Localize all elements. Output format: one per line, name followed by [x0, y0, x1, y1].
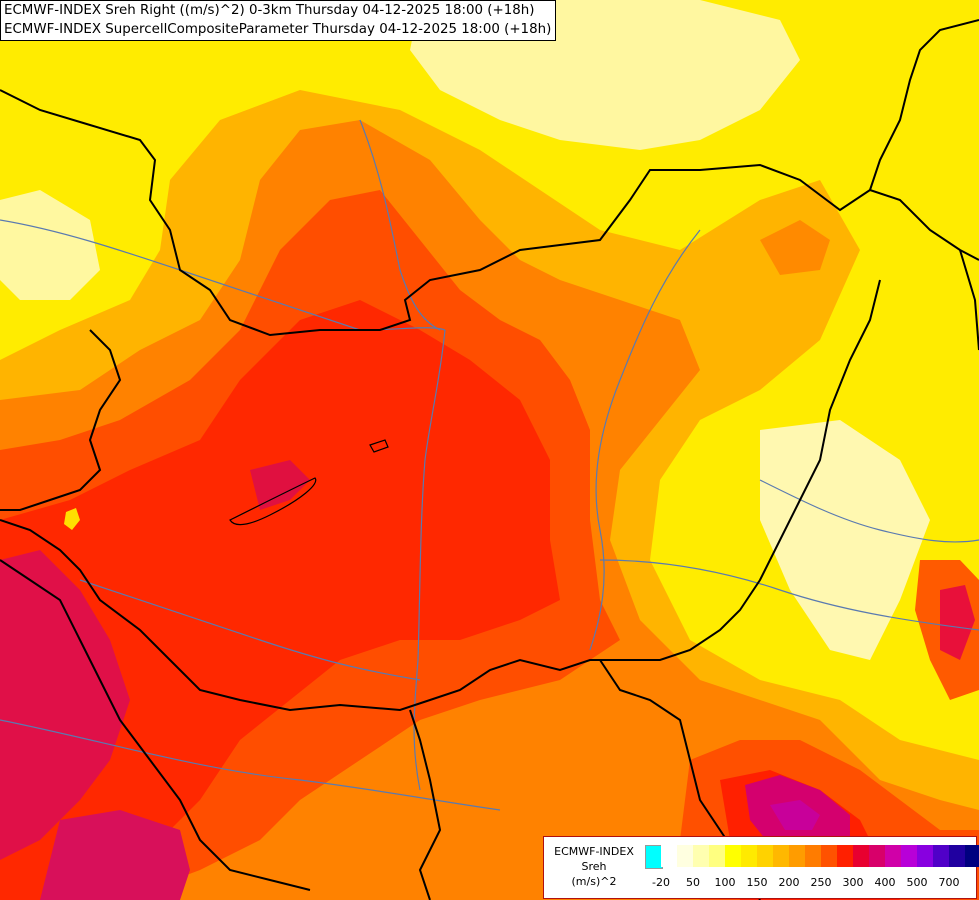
river-danube-middle [413, 329, 446, 791]
border-far-east [959, 249, 979, 351]
river-east [759, 479, 979, 543]
legend-swatch [933, 845, 949, 867]
legend-tick-label: -20 [652, 876, 670, 889]
legend-swatch [837, 845, 853, 867]
border-south [0, 519, 630, 712]
legend-tick-label: 150 [746, 876, 768, 889]
legend-swatch [741, 845, 757, 867]
river-north [359, 119, 441, 331]
legend-tick-label: 100 [714, 876, 736, 889]
legend-swatch [821, 845, 837, 867]
legend-swatch [853, 845, 869, 867]
legend-title-unit: (m/s)^2 [571, 875, 617, 888]
red-area [0, 300, 560, 900]
border-hungary-romania [630, 279, 881, 661]
crimson-west [0, 550, 130, 860]
lake-balaton [229, 477, 317, 526]
crimson-southwest [40, 810, 190, 900]
legend-swatch [949, 845, 965, 867]
legend-swatch [661, 845, 677, 867]
legend-tick-label: 500 [906, 876, 928, 889]
border-east [869, 19, 979, 191]
legend-tick-label: 250 [810, 876, 832, 889]
title-line-sreh: ECMWF-INDEX Sreh Right ((m/s)^2) 0-3km T… [4, 3, 535, 18]
legend-swatch [693, 845, 709, 867]
legend-tick-label: 300 [842, 876, 864, 889]
crimson-east [940, 585, 975, 660]
legend-swatch [725, 845, 741, 867]
map-title-box: ECMWF-INDEX Sreh Right ((m/s)^2) 0-3km T… [0, 0, 557, 41]
dark-orange-east-cell [760, 220, 830, 275]
lake-small [369, 439, 389, 453]
river-drava [79, 579, 421, 681]
lakes [229, 439, 389, 526]
legend-swatch [885, 845, 901, 867]
river-sava [0, 719, 501, 811]
legend-swatch [901, 845, 917, 867]
border-north [0, 89, 979, 337]
river-mures [599, 559, 979, 631]
legend-title-param: Sreh [581, 860, 607, 873]
border-sw [0, 559, 311, 891]
border-serbia [409, 709, 442, 900]
legend-tick-label: 400 [874, 876, 896, 889]
legend-swatch [869, 845, 885, 867]
pale-area-east [760, 420, 930, 660]
color-legend: ECMWF-INDEX Sreh (m/s)^2 -20 50 100 150 200 2… [543, 836, 979, 899]
legend-title-model: ECMWF-INDEX [554, 845, 634, 858]
legend-tick-label: 50 [686, 876, 700, 889]
border-west [0, 329, 122, 511]
violet-southeast [770, 800, 820, 830]
legend-swatch [789, 845, 805, 867]
legend-swatch [757, 845, 773, 867]
legend-swatch [917, 845, 933, 867]
river-danube-upper [0, 219, 446, 331]
rivers [0, 119, 979, 811]
yellow-hotspot [64, 508, 80, 530]
legend-swatch [805, 845, 821, 867]
legend-tick-label: 200 [778, 876, 800, 889]
legend-swatch [709, 845, 725, 867]
legend-tick-label: 700 [938, 876, 960, 889]
pale-area-west [0, 190, 100, 300]
legend-title: ECMWF-INDEX Sreh (m/s)^2 [548, 844, 640, 889]
legend-swatch [677, 845, 693, 867]
legend-swatch [965, 845, 979, 867]
river-tisza [589, 229, 701, 651]
crimson-center [250, 460, 310, 510]
title-line-scp: ECMWF-INDEX SupercellCompositeParameter … [4, 22, 552, 37]
legend-swatch [773, 845, 789, 867]
